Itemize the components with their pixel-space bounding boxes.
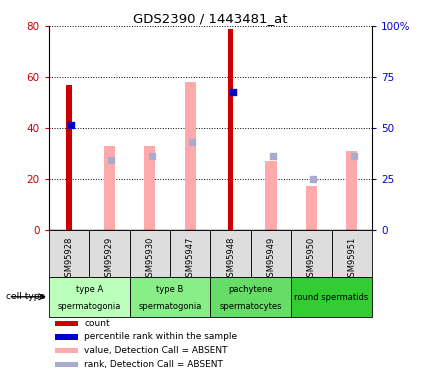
Point [148,153,155,159]
Bar [346,151,357,230]
Point [269,153,276,159]
Text: pachytene: pachytene [229,285,273,294]
Point [108,158,115,164]
Text: GSM95930: GSM95930 [145,237,154,282]
Text: spermatogonia: spermatogonia [57,302,121,311]
Text: GSM95928: GSM95928 [65,237,74,282]
Text: value, Detection Call = ABSENT: value, Detection Call = ABSENT [85,346,228,355]
Bar [89,230,130,277]
Bar [306,186,317,230]
Point [229,89,236,95]
Bar [228,29,233,230]
Text: cell type: cell type [6,292,45,301]
Point [189,139,196,145]
Text: GSM95951: GSM95951 [347,237,356,282]
Bar [49,277,130,317]
Bar [55,348,78,353]
Text: GSM95947: GSM95947 [186,237,195,282]
Bar [144,146,156,230]
Bar [49,230,89,277]
Text: GSM95950: GSM95950 [307,237,316,282]
Bar [291,230,332,277]
Text: count: count [85,319,110,328]
Bar [210,230,251,277]
Point [68,122,74,128]
Bar [55,334,78,340]
Bar [265,161,277,230]
Bar [332,230,372,277]
Bar [55,321,78,326]
Bar [210,277,291,317]
Text: round spermatids: round spermatids [295,293,368,302]
Text: type B: type B [156,285,184,294]
Point [350,153,357,159]
Title: GDS2390 / 1443481_at: GDS2390 / 1443481_at [133,12,288,25]
Text: GSM95949: GSM95949 [266,237,275,282]
Bar [55,362,78,368]
Bar [130,230,170,277]
Bar [104,146,115,230]
Bar [170,230,210,277]
Text: type A: type A [76,285,103,294]
Point [310,176,317,182]
Text: rank, Detection Call = ABSENT: rank, Detection Call = ABSENT [85,360,223,369]
Text: GSM95929: GSM95929 [105,237,114,282]
Text: percentile rank within the sample: percentile rank within the sample [85,332,238,341]
Bar [291,277,372,317]
Text: spermatocytes: spermatocytes [219,302,282,311]
Text: GSM95948: GSM95948 [226,237,235,282]
Bar [130,277,210,317]
Text: spermatogonia: spermatogonia [138,302,202,311]
Bar [184,82,196,230]
Bar [66,85,72,230]
Bar [251,230,291,277]
